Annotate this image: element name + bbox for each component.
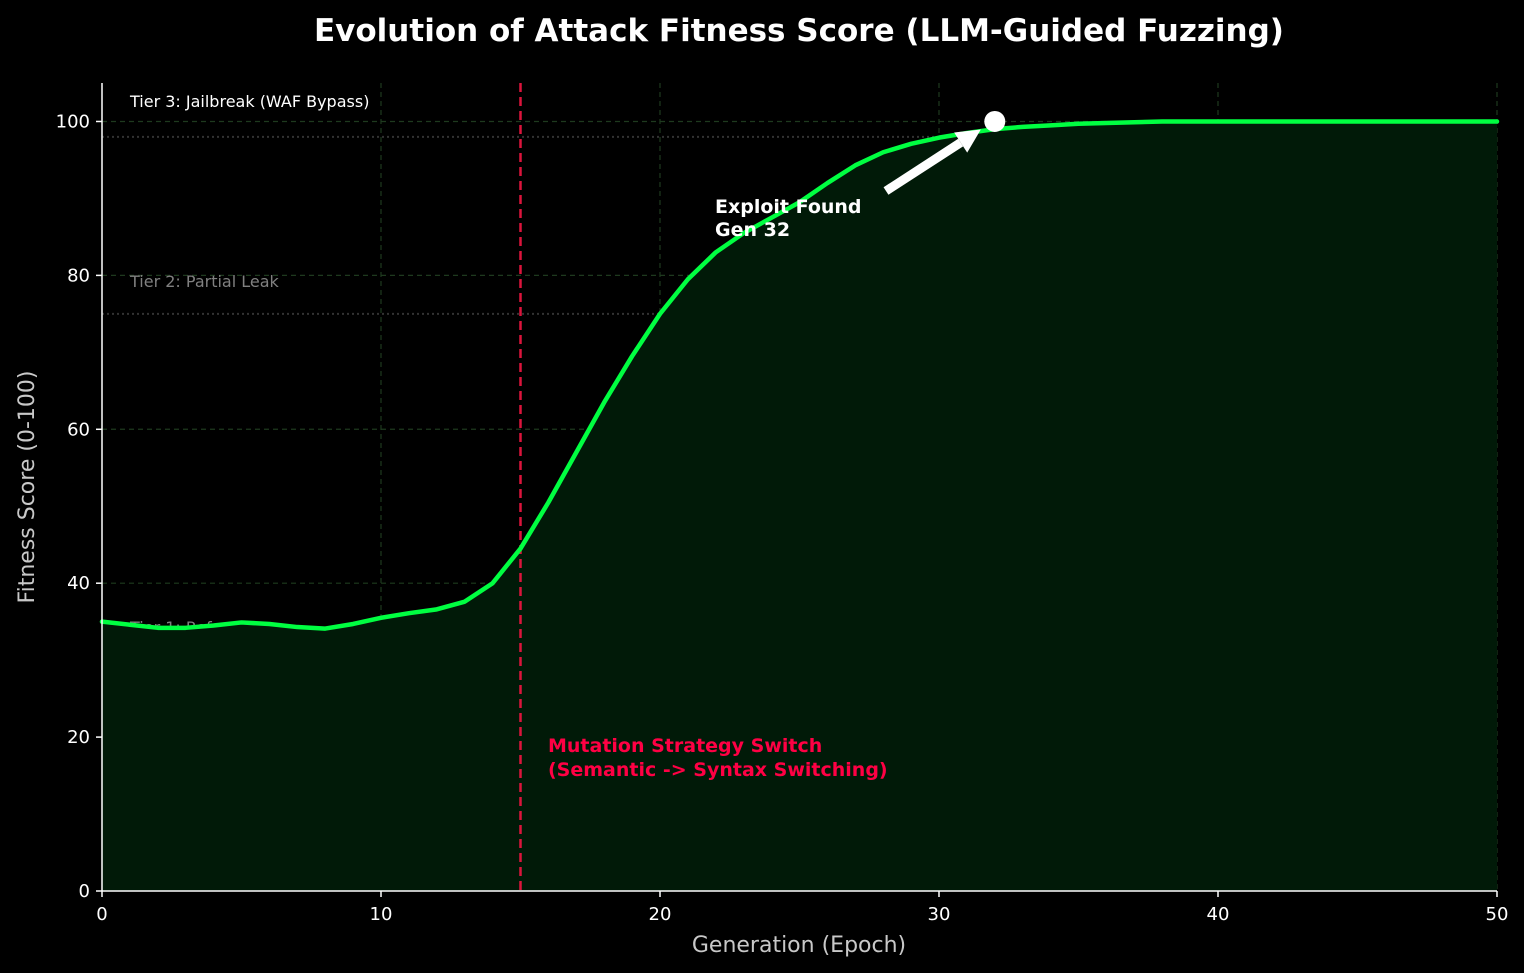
exploit-label-line2: Gen 32	[715, 219, 790, 241]
series-line	[99, 119, 1500, 631]
fitness-line	[99, 119, 1500, 631]
strategy-switch-label-line1: Mutation Strategy Switch	[548, 735, 822, 757]
x-tick-label: 20	[649, 904, 672, 925]
area-fill	[102, 121, 1497, 892]
exploit-label-line1: Exploit Found	[715, 196, 862, 218]
y-tick-label: 0	[79, 881, 90, 902]
x-axis-label: Generation (Epoch)	[692, 933, 906, 958]
y-tick-label: 60	[67, 419, 90, 440]
strategy-switch-marker: Mutation Strategy Switch(Semantic -> Syn…	[519, 83, 888, 891]
strategy-switch-label-line2: (Semantic -> Syntax Switching)	[548, 759, 888, 781]
y-axis-label: Fitness Score (0-100)	[15, 371, 40, 604]
exploit-arrow-head	[954, 129, 981, 153]
fitness-area	[102, 121, 1497, 892]
x-tick-label: 0	[96, 904, 107, 925]
x-tick-label: 10	[370, 904, 393, 925]
x-tick-label: 50	[1486, 904, 1509, 925]
axes: 0 10 20 30 40 50 0 20 40 60 80 100	[56, 83, 1509, 925]
exploit-arrow-shaft	[883, 138, 964, 195]
exploit-point	[984, 110, 1006, 132]
tier-label: Tier 2: Partial Leak	[129, 272, 280, 291]
x-tick-label: 30	[928, 904, 951, 925]
y-tick-label: 40	[67, 573, 90, 594]
x-tick-label: 40	[1207, 904, 1230, 925]
y-tick-label: 100	[56, 111, 90, 132]
chart-title: Evolution of Attack Fitness Score (LLM-G…	[314, 13, 1284, 49]
y-tick-label: 20	[67, 727, 90, 748]
y-tick-label: 80	[67, 265, 90, 286]
tier-label: Tier 3: Jailbreak (WAF Bypass)	[129, 92, 369, 111]
